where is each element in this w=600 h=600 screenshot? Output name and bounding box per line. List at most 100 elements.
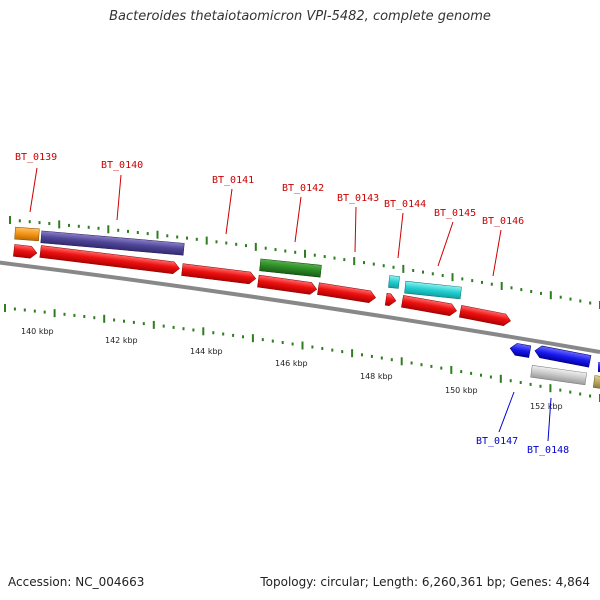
feature-box[interactable]: [404, 280, 462, 300]
minor-tick: [212, 331, 215, 335]
major-tick: [156, 230, 159, 239]
minor-tick: [579, 299, 582, 303]
minor-tick: [390, 358, 393, 362]
cds-arrow[interactable]: [317, 282, 376, 304]
feature-box[interactable]: [259, 258, 322, 278]
feature-track: [14, 226, 462, 300]
feature-box[interactable]: [530, 365, 587, 386]
feature-box[interactable]: [388, 275, 400, 289]
minor-tick: [471, 279, 474, 283]
accession-text: Accession: NC_004663: [8, 575, 145, 589]
minor-tick: [127, 229, 129, 233]
major-tick: [4, 304, 6, 312]
minor-tick: [363, 261, 365, 265]
minor-tick: [195, 237, 198, 241]
gene-label[interactable]: BT_0139: [15, 152, 57, 163]
minor-tick: [43, 310, 46, 314]
minor-tick: [589, 394, 592, 398]
gene-label[interactable]: BT_0145: [434, 208, 476, 219]
scale-label: 140 kbp: [21, 327, 54, 336]
cds-arrow[interactable]: [39, 245, 180, 275]
scale-label: 144 kbp: [190, 347, 223, 356]
cds-arrow[interactable]: [13, 244, 38, 259]
feature-box[interactable]: [14, 226, 40, 242]
minor-tick: [172, 325, 175, 329]
minor-tick: [382, 264, 385, 268]
gene-label[interactable]: BT_0143: [337, 193, 379, 204]
map-title: Bacteroides thetaiotaomicron VPI-5482, c…: [109, 9, 491, 24]
major-tick: [500, 282, 503, 290]
minor-tick: [123, 319, 125, 323]
gene-label[interactable]: BT_0140: [101, 160, 143, 171]
gene-label[interactable]: BT_0144: [384, 199, 426, 210]
cds-arrow[interactable]: [181, 263, 257, 285]
major-tick: [549, 291, 552, 300]
major-tick: [202, 327, 205, 336]
minor-tick: [460, 370, 463, 374]
genome-backbone: [0, 260, 600, 354]
label-callouts: [29, 167, 552, 442]
major-tick: [107, 225, 110, 234]
gene-labels: BT_0139 BT_0140 BT_0141 BT_0142 BT_0143 …: [15, 152, 569, 456]
minor-tick: [470, 371, 473, 375]
cds-arrow-reverse[interactable]: [509, 342, 532, 358]
minor-tick: [245, 244, 247, 248]
reverse-cds-track: [509, 342, 600, 390]
minor-tick: [235, 242, 238, 246]
minor-tick: [264, 246, 267, 250]
minor-tick: [281, 341, 284, 344]
minor-tick: [222, 332, 225, 336]
minor-tick: [510, 286, 513, 290]
genome-summary-text: Topology: circular; Length: 6,260,361 bp…: [260, 575, 590, 589]
minor-tick: [539, 384, 542, 388]
minor-tick: [146, 232, 149, 236]
minor-tick: [33, 309, 36, 313]
minor-tick: [13, 307, 16, 311]
minor-tick: [162, 324, 165, 328]
minor-tick: [294, 250, 297, 254]
gene-label[interactable]: BT_0141: [212, 175, 254, 186]
minor-tick: [490, 282, 493, 286]
gene-label[interactable]: BT_0148: [527, 445, 569, 456]
minor-tick: [341, 350, 344, 354]
minor-tick: [93, 316, 96, 320]
feature-box[interactable]: [40, 230, 185, 256]
lower-tick-track: [4, 304, 600, 402]
cds-arrow[interactable]: [459, 305, 511, 327]
major-tick: [499, 374, 502, 383]
minor-tick: [215, 240, 218, 244]
minor-tick: [361, 353, 363, 357]
major-tick: [103, 314, 106, 323]
cds-arrow-reverse[interactable]: [534, 345, 592, 368]
gene-label[interactable]: BT_0142: [282, 183, 324, 194]
major-tick: [58, 220, 61, 229]
minor-tick: [87, 225, 90, 229]
minor-tick: [410, 361, 413, 365]
scale-label: 146 kbp: [275, 359, 308, 368]
cds-arrow[interactable]: [401, 295, 457, 316]
major-tick: [450, 365, 453, 374]
minor-tick: [311, 345, 314, 349]
gene-label[interactable]: BT_0147: [476, 436, 518, 447]
minor-tick: [569, 390, 572, 394]
minor-tick: [63, 312, 66, 316]
minor-tick: [38, 221, 41, 225]
gene-label[interactable]: BT_0146: [482, 216, 524, 227]
minor-tick: [68, 223, 70, 227]
major-tick: [400, 357, 403, 366]
major-tick: [53, 309, 56, 318]
minor-tick: [380, 356, 383, 360]
cds-arrow[interactable]: [384, 293, 397, 307]
minor-tick: [509, 379, 512, 383]
feature-box[interactable]: [592, 375, 600, 390]
minor-tick: [422, 270, 424, 274]
minor-tick: [284, 249, 287, 253]
minor-tick: [291, 342, 294, 346]
minor-tick: [559, 388, 562, 392]
major-tick: [9, 216, 11, 224]
major-tick: [205, 236, 208, 245]
cds-arrow[interactable]: [257, 274, 318, 295]
minor-tick: [321, 347, 324, 350]
minor-tick: [430, 364, 433, 368]
